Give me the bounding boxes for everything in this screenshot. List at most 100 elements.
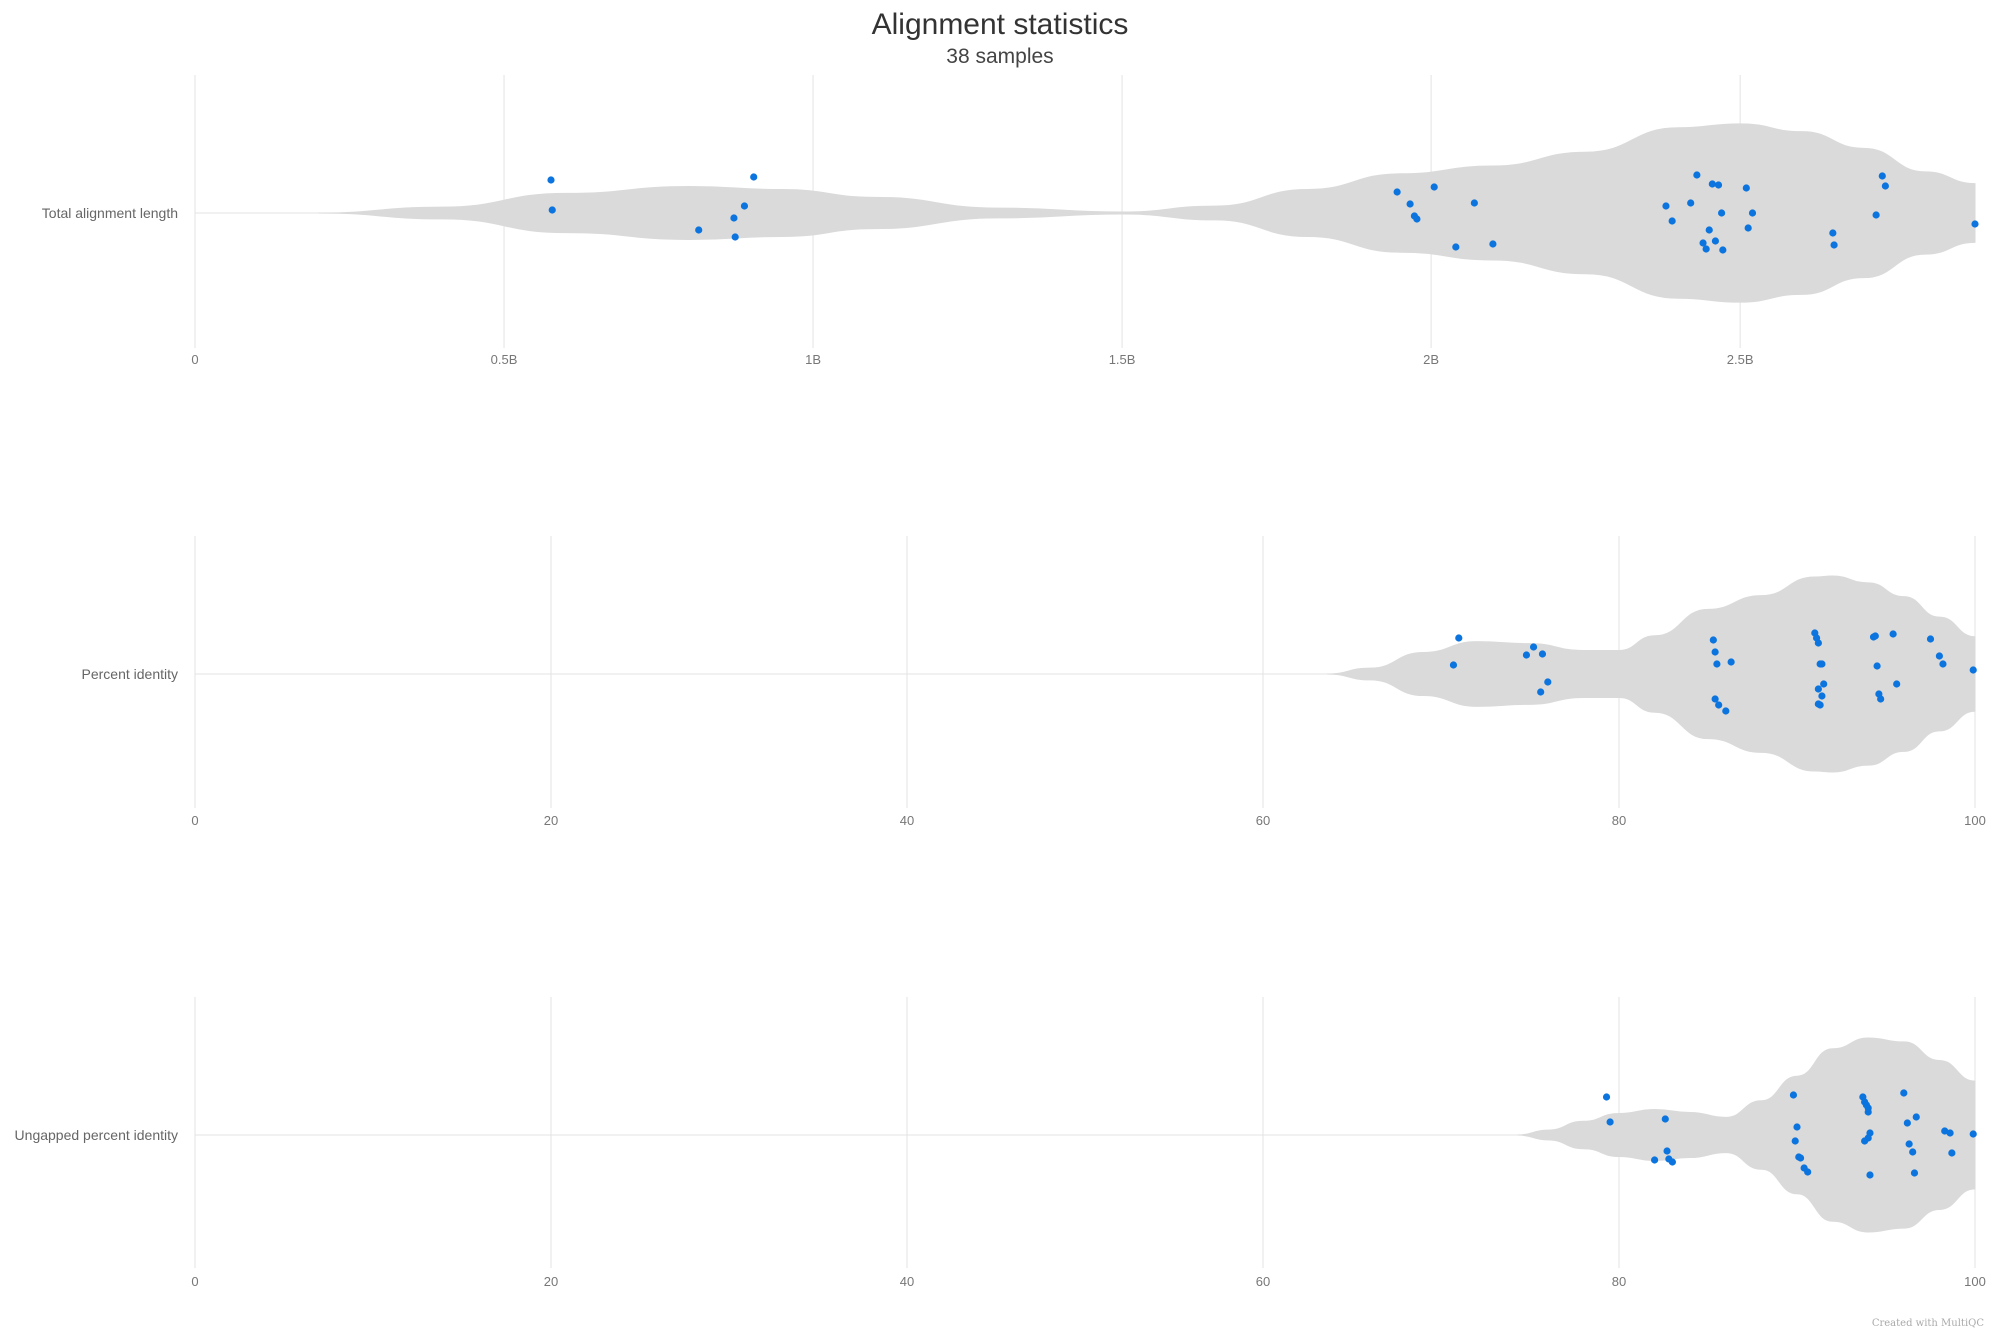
data-point: [1889, 630, 1897, 638]
x-tick-label: 2.5B: [1727, 352, 1754, 367]
violin-panel-2: 0 20 40 60 80 100 Percent identity: [82, 536, 1986, 828]
data-point: [1971, 220, 1979, 228]
data-point: [1814, 639, 1822, 647]
x-tick-label: 40: [900, 1274, 914, 1289]
data-point: [1719, 246, 1727, 254]
data-point: [1687, 199, 1695, 207]
data-point: [547, 176, 555, 184]
data-point: [1866, 1171, 1874, 1179]
violin-shape: [1517, 1037, 1976, 1233]
data-point: [1818, 692, 1826, 700]
data-point: [1900, 1089, 1908, 1097]
chart-title: Alignment statistics: [871, 8, 1129, 41]
data-point: [1711, 648, 1719, 656]
data-point: [750, 173, 758, 181]
data-point: [1873, 662, 1881, 670]
data-point: [1878, 172, 1886, 180]
data-point: [1881, 182, 1889, 190]
data-point: [1829, 229, 1837, 237]
row-label: Ungapped percent identity: [15, 1127, 178, 1143]
data-point: [1393, 188, 1401, 196]
data-point: [1538, 650, 1547, 658]
data-point: [1935, 652, 1943, 660]
data-point: [1814, 685, 1822, 693]
data-point: [1711, 695, 1719, 703]
data-point: [740, 202, 749, 210]
data-point: [1717, 209, 1726, 217]
data-point: [1877, 695, 1885, 703]
data-point: [1449, 661, 1458, 669]
x-tick-label: 2B: [1423, 352, 1439, 367]
data-point: [1708, 180, 1716, 188]
data-point: [1939, 660, 1947, 668]
data-point: [1820, 680, 1828, 688]
data-point: [1544, 678, 1552, 686]
data-point: [1705, 226, 1713, 234]
data-point: [1744, 224, 1752, 232]
data-point: [1948, 1149, 1956, 1157]
data-point: [1748, 209, 1757, 217]
data-point: [1871, 632, 1879, 640]
data-point: [1903, 1119, 1911, 1127]
data-point: [1969, 666, 1977, 674]
data-point: [1910, 1169, 1919, 1177]
data-point: [1651, 1156, 1659, 1164]
x-tick-label: 80: [1612, 1274, 1626, 1289]
x-tick-label: 100: [1964, 813, 1986, 828]
data-point: [1452, 243, 1460, 251]
data-point: [1893, 680, 1901, 688]
x-tick-label: 100: [1964, 1274, 1986, 1289]
data-point: [1693, 171, 1701, 179]
data-point: [1872, 211, 1880, 219]
data-point: [1702, 245, 1710, 253]
data-point: [1789, 1091, 1798, 1099]
data-point: [1713, 660, 1721, 668]
data-point: [1661, 1115, 1669, 1123]
data-point: [1864, 1104, 1872, 1112]
data-point: [1537, 688, 1545, 696]
x-tick-label: 60: [1256, 813, 1270, 828]
data-point: [1430, 183, 1438, 191]
data-point: [1529, 643, 1538, 651]
row-label: Total alignment length: [42, 205, 178, 221]
data-point: [1818, 660, 1826, 668]
data-point: [1489, 240, 1497, 248]
data-point: [730, 214, 738, 222]
violin-shape: [1327, 575, 1976, 773]
data-point: [1714, 181, 1723, 189]
data-point: [1722, 707, 1730, 715]
data-point: [1406, 200, 1414, 208]
data-point: [1522, 651, 1531, 659]
data-point: [1715, 701, 1723, 709]
data-point: [1606, 1118, 1614, 1126]
data-point: [1793, 1123, 1801, 1131]
x-tick-label: 20: [544, 813, 558, 828]
data-point: [1742, 184, 1750, 192]
x-tick-label: 60: [1256, 1274, 1270, 1289]
x-tick-label: 0: [191, 352, 198, 367]
data-point: [1791, 1137, 1799, 1145]
data-point: [1926, 635, 1935, 643]
x-tick-label: 40: [900, 813, 914, 828]
data-point: [1727, 658, 1735, 666]
credit-text: Created with MultiQC: [1871, 1318, 1984, 1329]
data-point: [1912, 1113, 1920, 1121]
data-point: [1711, 237, 1720, 245]
data-point: [1909, 1148, 1917, 1156]
data-point: [548, 206, 556, 214]
violin-shape: [318, 123, 1976, 303]
data-point: [1814, 700, 1822, 708]
data-point: [695, 226, 703, 234]
data-point: [1455, 634, 1463, 642]
data-point: [731, 233, 739, 241]
data-point: [1668, 1158, 1676, 1166]
violin-panel-3: 0 20 40 60 80 100 Ungapped percent identity: [15, 997, 1986, 1289]
x-tick-label: 0: [191, 1274, 198, 1289]
violin-panel-1: 0 0.5B 1B 1.5B 2B 2.5B Total alignment length: [42, 75, 1979, 367]
x-tick-label: 1B: [805, 352, 821, 367]
x-tick-label: 0.5B: [491, 352, 518, 367]
x-tick-label: 80: [1612, 813, 1626, 828]
data-point: [1905, 1140, 1913, 1148]
data-point: [1861, 1137, 1869, 1145]
data-point: [1830, 241, 1838, 249]
